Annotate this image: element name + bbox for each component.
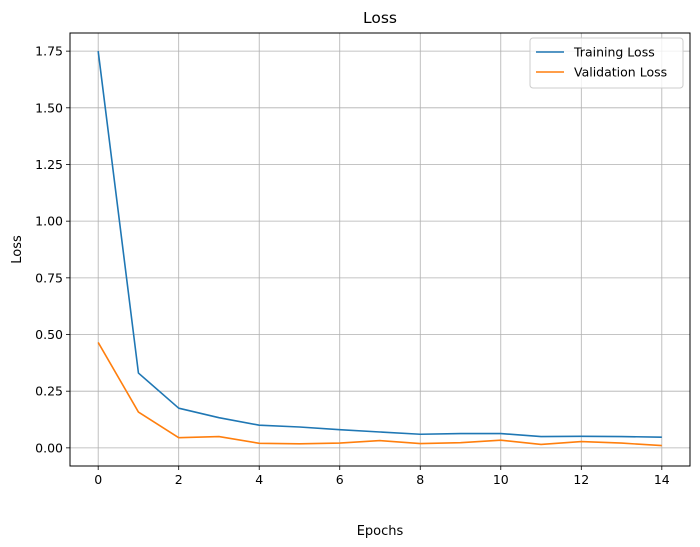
x-tick-label: 14 (654, 472, 670, 487)
training-loss-line (97, 51, 662, 439)
y-tick-label: 1.00 (35, 214, 63, 229)
x-tick-label: 8 (416, 472, 424, 487)
chart-title: Loss (363, 9, 397, 27)
grid (70, 33, 690, 466)
y-tick-label: 0.25 (35, 384, 63, 399)
y-tick-label: 1.25 (35, 157, 63, 172)
y-axis-label: Loss (10, 235, 25, 264)
plot-frame (69, 32, 691, 467)
y-axis-ticks: 0.00 0.25 0.50 0.75 1.00 1.25 1.50 1.75 (35, 44, 70, 455)
x-tick-label: 0 (94, 472, 102, 487)
series-lines (97, 51, 662, 447)
x-tick-label: 2 (175, 472, 183, 487)
y-tick-label: 0.50 (35, 327, 63, 342)
x-tick-label: 10 (493, 472, 509, 487)
x-tick-label: 4 (255, 472, 263, 487)
y-tick-label: 1.75 (35, 44, 63, 59)
legend-box (529, 37, 684, 89)
legend-label-training-loss: Training Loss (573, 45, 655, 60)
x-axis-label: Epochs (357, 524, 404, 539)
legend: Training Loss Validation Loss (529, 37, 684, 89)
y-tick-label: 0.00 (35, 440, 63, 455)
x-tick-label: 6 (336, 472, 344, 487)
x-axis-ticks: 0 2 4 6 8 10 12 14 (94, 466, 670, 487)
x-tick-label: 12 (573, 472, 589, 487)
validation-loss-line (97, 342, 662, 447)
y-tick-label: 1.50 (35, 100, 63, 115)
legend-label-validation-loss: Validation Loss (574, 65, 667, 80)
y-tick-label: 0.75 (35, 270, 63, 285)
